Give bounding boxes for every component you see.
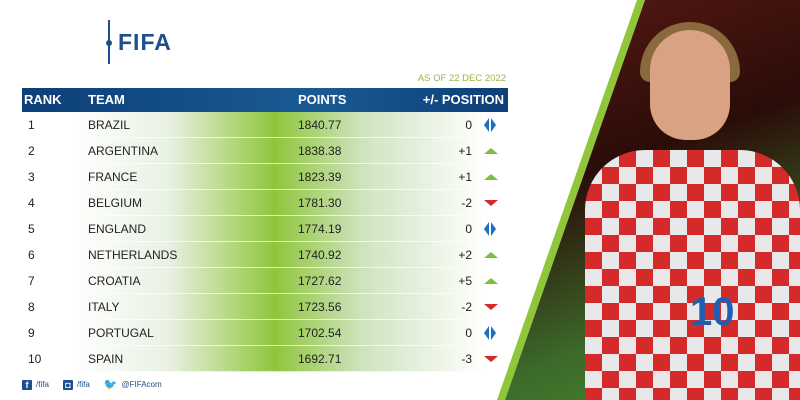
rank: 2 <box>28 144 35 158</box>
points: 1838.38 <box>298 144 342 158</box>
team-name: ENGLAND <box>88 222 147 236</box>
table-row: 9 PORTUGAL 1702.54 0 <box>22 320 508 346</box>
rank: 4 <box>28 196 35 210</box>
team-name: ITALY <box>88 300 120 314</box>
position-change: -3 <box>461 352 472 366</box>
no-change-icon <box>484 118 496 132</box>
points: 1823.39 <box>298 170 342 184</box>
arrow-up-icon <box>484 252 498 258</box>
arrow-up-icon <box>484 278 498 284</box>
rank: 8 <box>28 300 35 314</box>
facebook-link[interactable]: f/fifa <box>22 379 49 390</box>
points: 1692.71 <box>298 352 342 366</box>
fifa-logo: FIFA <box>106 20 172 64</box>
arrow-down-icon <box>484 304 498 310</box>
team-name: NETHERLANDS <box>88 248 178 262</box>
arrow-down-icon <box>484 200 498 206</box>
header-team: TEAM <box>88 92 125 107</box>
instagram-link[interactable]: ◘/fifa <box>62 379 90 390</box>
rank: 10 <box>28 352 42 366</box>
team-name: BRAZIL <box>88 118 131 132</box>
rank: 7 <box>28 274 35 288</box>
arrow-up-icon <box>484 174 498 180</box>
team-name: CROATIA <box>88 274 141 288</box>
rank: 6 <box>28 248 35 262</box>
points: 1723.56 <box>298 300 342 314</box>
logo-mark <box>106 20 112 64</box>
position-change: +2 <box>458 248 472 262</box>
rank: 9 <box>28 326 35 340</box>
points: 1740.92 <box>298 248 342 262</box>
points: 1727.62 <box>298 274 342 288</box>
team-name: SPAIN <box>88 352 124 366</box>
position-change: -2 <box>461 196 472 210</box>
logo-text: FIFA <box>118 28 172 55</box>
position-change: +1 <box>458 170 472 184</box>
team-name: PORTUGAL <box>88 326 154 340</box>
twitter-icon: 🐦 <box>103 379 118 391</box>
table-row: 8 ITALY 1723.56 -2 <box>22 294 508 320</box>
rank: 3 <box>28 170 35 184</box>
rank: 5 <box>28 222 35 236</box>
table-row: 3 FRANCE 1823.39 +1 <box>22 164 508 190</box>
table-row: 2 ARGENTINA 1838.38 +1 <box>22 138 508 164</box>
team-name: BELGIUM <box>88 196 143 210</box>
facebook-handle: /fifa <box>36 380 49 389</box>
twitter-link[interactable]: 🐦 @FIFAcom <box>104 378 162 391</box>
instagram-icon: ◘ <box>62 379 73 390</box>
arrow-down-icon <box>484 356 498 362</box>
table-row: 10 SPAIN 1692.71 -3 <box>22 346 508 372</box>
position-change: -2 <box>461 300 472 314</box>
no-change-icon <box>484 326 496 340</box>
table-row: 5 ENGLAND 1774.19 0 <box>22 216 508 242</box>
table-row: 4 BELGIUM 1781.30 -2 <box>22 190 508 216</box>
table-row: 7 CROATIA 1727.62 +5 <box>22 268 508 294</box>
header-points: POINTS <box>298 92 347 107</box>
header-rank: RANK <box>24 92 62 107</box>
points: 1774.19 <box>298 222 342 236</box>
rank: 1 <box>28 118 35 132</box>
as-of-date: AS OF 22 DEC 2022 <box>417 73 506 84</box>
player-face <box>650 30 730 140</box>
header-position: +/- POSITION <box>422 92 504 107</box>
position-change: 0 <box>465 118 472 132</box>
no-change-icon <box>484 222 496 236</box>
twitter-handle: @FIFAcom <box>121 380 162 389</box>
position-change: 0 <box>465 222 472 236</box>
shirt-number: 10 <box>690 290 735 334</box>
table-row: 1 BRAZIL 1840.77 0 <box>22 112 508 138</box>
table-body: 1 BRAZIL 1840.77 0 2 ARGENTINA 1838.38 +… <box>22 112 508 372</box>
social-links: f/fifa ◘/fifa 🐦 @FIFAcom <box>22 378 162 391</box>
ranking-table: RANK TEAM POINTS +/- POSITION 1 BRAZIL 1… <box>22 88 508 372</box>
facebook-icon: f <box>22 379 32 390</box>
position-change: 0 <box>465 326 472 340</box>
team-name: ARGENTINA <box>88 144 159 158</box>
position-change: +5 <box>458 274 472 288</box>
points: 1781.30 <box>298 196 342 210</box>
instagram-handle: /fifa <box>76 380 90 389</box>
table-row: 6 NETHERLANDS 1740.92 +2 <box>22 242 508 268</box>
table-header: RANK TEAM POINTS +/- POSITION <box>22 88 508 112</box>
arrow-up-icon <box>484 148 498 154</box>
points: 1840.77 <box>298 118 342 132</box>
points: 1702.54 <box>298 326 342 340</box>
team-name: FRANCE <box>88 170 138 184</box>
position-change: +1 <box>458 144 472 158</box>
player-shirt <box>585 150 800 400</box>
